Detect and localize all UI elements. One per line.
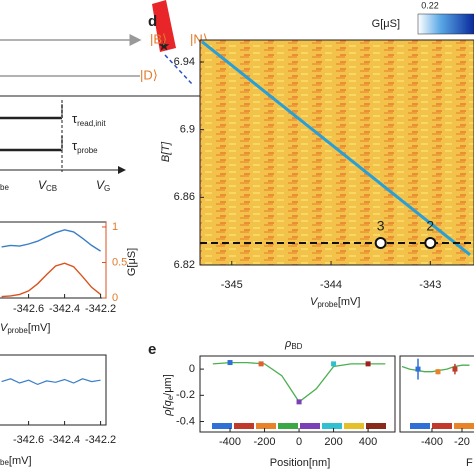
x-tick-label: -343: [419, 279, 441, 291]
marker: [258, 361, 264, 367]
plot-frame: [0, 354, 107, 426]
x-tick-label: -200: [254, 436, 276, 448]
error-marker: [435, 369, 441, 375]
y-axis-label: ρ[qe/μm]: [162, 374, 175, 417]
y-tick-label: -0.2: [176, 389, 195, 401]
y-tick-label: 0: [189, 363, 195, 375]
y-tick-label: 6.9: [180, 124, 195, 136]
plot-frame: [199, 355, 396, 433]
x-tick-label: -342.2: [85, 303, 116, 315]
x-tick-label: 400: [359, 436, 377, 448]
y-tick-label: 0: [112, 292, 118, 304]
y-axis-label: B[T]: [160, 141, 172, 162]
data-line: [1, 262, 102, 298]
error-marker: [415, 366, 421, 372]
axis-label: be: [0, 183, 9, 192]
x-axis-label: Position[nm]: [270, 457, 331, 469]
x-axis-label: Vprobe[mV]: [310, 296, 360, 309]
x-tick-label: -20: [454, 436, 470, 448]
data-line: [1, 229, 101, 252]
marker: [365, 361, 371, 367]
x-tick-label: -400: [421, 436, 443, 448]
x-tick-label: -400: [219, 436, 241, 448]
point-label: 2: [426, 218, 434, 234]
x-tick-label: -345: [221, 279, 243, 291]
colorbar-label: G[μS]: [372, 18, 400, 30]
x-tick-label: -344: [320, 279, 342, 291]
marker: [331, 361, 337, 367]
y-tick-label: 6.86: [174, 191, 195, 203]
data-line: [212, 361, 386, 403]
tau-label: τread,init: [72, 111, 106, 128]
x-tick-label: -342.4: [49, 303, 80, 315]
x-tick-label: 200: [324, 436, 342, 448]
cut-point: [424, 237, 437, 250]
x-tick-label: 0: [296, 436, 302, 448]
tau-label: τprobe: [72, 138, 98, 155]
panel-label: d: [148, 13, 157, 30]
panel-label: e: [148, 341, 156, 358]
state-label: |B⟩: [150, 31, 167, 46]
red-bar: [152, 0, 176, 52]
x-tick-label: -342.2: [85, 434, 116, 446]
marker: [227, 360, 233, 366]
y-tick-label: 6.82: [174, 259, 195, 271]
x-tick-label: -342.4: [49, 434, 80, 446]
error-marker: [452, 366, 458, 372]
x-tick-label: -342.6: [13, 303, 44, 315]
y2-axis-label: G[μS]: [126, 248, 138, 276]
y-tick-label: 1: [112, 221, 118, 233]
y-tick-label: -0.4: [176, 415, 195, 427]
data-line: [201, 40, 471, 256]
state-label: |D⟩: [140, 67, 158, 82]
x-axis-label: F: [466, 457, 473, 469]
colorbar: [417, 13, 474, 35]
y-tick-label: 0.5: [112, 256, 127, 268]
panel-title: ρBD: [284, 338, 303, 351]
x-axis-label: be[mV]: [0, 455, 32, 467]
axis-label: VG: [96, 178, 110, 193]
colorbar-tick-label: 0.22: [421, 0, 439, 10]
gates: [212, 423, 474, 429]
point-label: 3: [377, 218, 385, 234]
x-tick-label: -342.6: [13, 434, 44, 446]
x-axis-label: Vprobe[mV]: [0, 322, 50, 335]
star: ★: [158, 38, 171, 54]
y-tick-label: 6.94: [174, 56, 195, 68]
plot-frame: [399, 355, 474, 433]
marker: [296, 399, 302, 405]
data-line: [1, 378, 101, 386]
plot-frame: [199, 39, 474, 266]
cut-point: [374, 237, 387, 250]
axis-label: VCB: [38, 178, 57, 193]
